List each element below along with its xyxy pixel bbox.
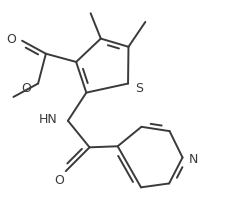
Text: O: O [6, 33, 16, 46]
Text: O: O [54, 174, 64, 187]
Text: HN: HN [38, 113, 57, 126]
Text: O: O [21, 83, 31, 95]
Text: N: N [188, 153, 198, 166]
Text: S: S [135, 82, 143, 95]
